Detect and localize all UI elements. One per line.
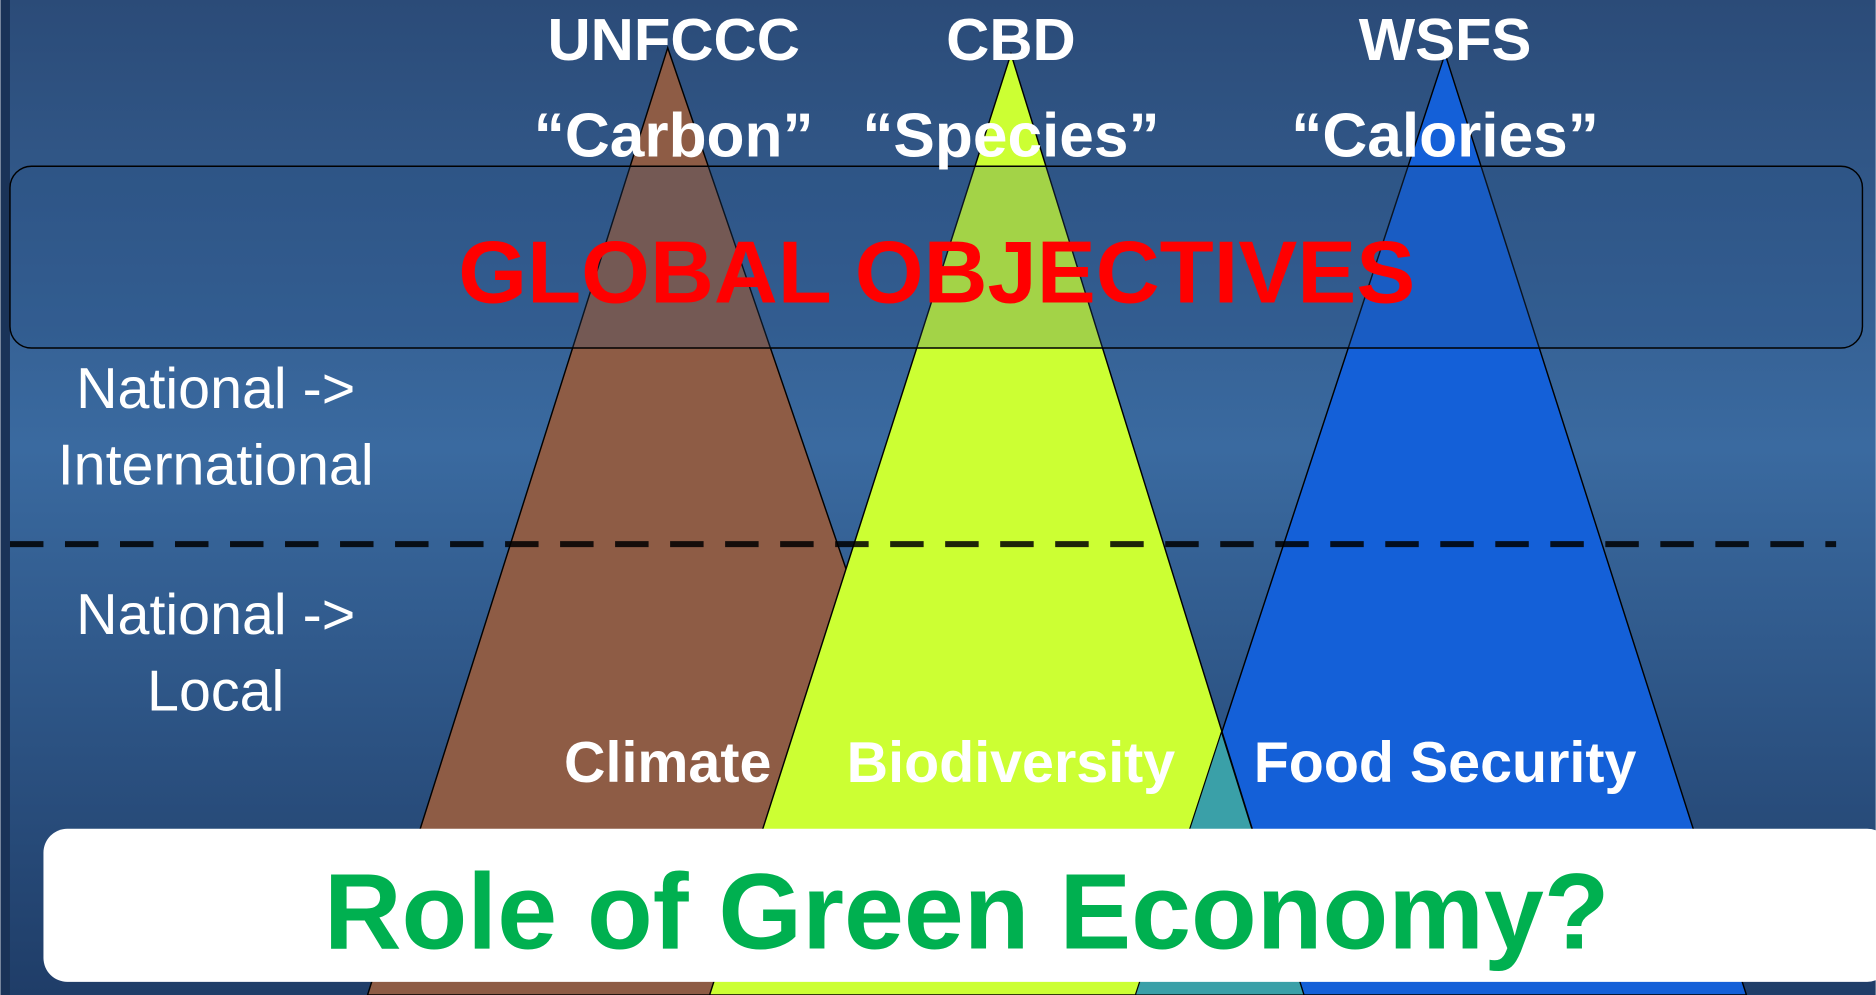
pillar-label: Climate bbox=[564, 731, 771, 795]
organization: WSFS bbox=[1359, 6, 1532, 73]
question: Role of Green Economy? bbox=[324, 851, 1610, 971]
organization: CBD bbox=[946, 6, 1076, 73]
level-text: Local bbox=[147, 659, 284, 723]
level-text: National -> bbox=[76, 357, 355, 421]
quote: “Carbon” bbox=[534, 102, 814, 171]
organization: UNFCCC bbox=[548, 6, 800, 73]
pillar-label: Biodiversity bbox=[847, 731, 1176, 795]
quote: “Species” bbox=[862, 102, 1159, 171]
global-band bbox=[9, 165, 1864, 349]
global-objectives: GLOBAL OBJECTIVES bbox=[458, 223, 1415, 322]
question-box bbox=[43, 828, 1876, 982]
pillar-label: Food Security bbox=[1254, 731, 1637, 795]
quote: “Calories” bbox=[1291, 102, 1599, 171]
level-text: National -> bbox=[76, 583, 355, 647]
level-text: International bbox=[58, 433, 374, 497]
